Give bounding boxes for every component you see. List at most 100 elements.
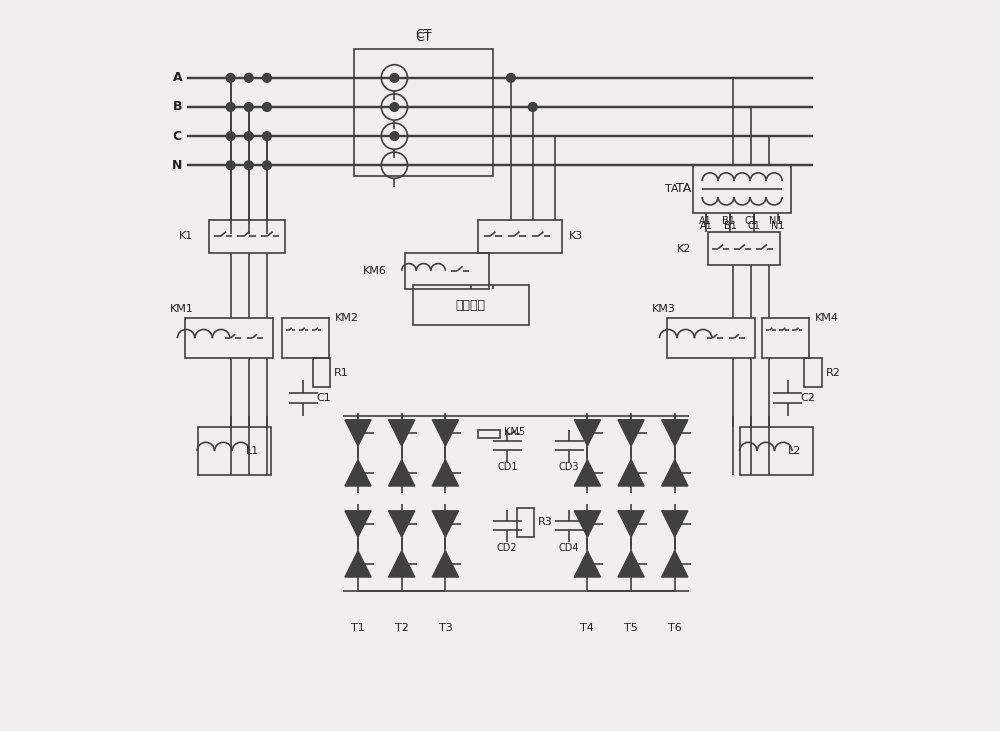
Text: CD4: CD4 xyxy=(559,542,579,553)
Text: T3: T3 xyxy=(439,623,452,632)
Text: K2: K2 xyxy=(677,243,692,254)
Text: KM3: KM3 xyxy=(652,304,676,314)
Text: T5: T5 xyxy=(624,623,638,632)
Circle shape xyxy=(226,102,235,111)
Text: KM6: KM6 xyxy=(363,266,387,276)
Bar xyxy=(693,165,791,213)
Text: T1: T1 xyxy=(351,623,365,632)
Polygon shape xyxy=(345,420,371,446)
Circle shape xyxy=(528,102,537,111)
Text: N: N xyxy=(172,159,183,172)
Text: B: B xyxy=(173,100,182,113)
Polygon shape xyxy=(432,420,458,446)
Polygon shape xyxy=(662,511,688,537)
Text: CD2: CD2 xyxy=(497,542,518,553)
Circle shape xyxy=(244,74,253,82)
Bar xyxy=(667,318,755,358)
Bar xyxy=(185,318,273,358)
Circle shape xyxy=(263,161,271,170)
Circle shape xyxy=(390,102,399,111)
Polygon shape xyxy=(662,460,688,486)
Text: N1: N1 xyxy=(771,221,785,231)
Circle shape xyxy=(263,132,271,140)
Text: A1: A1 xyxy=(700,221,712,231)
Polygon shape xyxy=(432,551,458,577)
Text: KM1: KM1 xyxy=(170,304,194,314)
Bar xyxy=(762,318,809,358)
Circle shape xyxy=(244,102,253,111)
Polygon shape xyxy=(432,460,458,486)
Text: K1: K1 xyxy=(178,231,193,241)
Polygon shape xyxy=(618,511,644,537)
Circle shape xyxy=(244,161,253,170)
Text: R1: R1 xyxy=(334,368,349,378)
Text: T2: T2 xyxy=(395,623,409,632)
Bar xyxy=(478,220,562,253)
Polygon shape xyxy=(345,551,371,577)
Bar xyxy=(209,220,285,253)
Circle shape xyxy=(226,161,235,170)
Text: C1: C1 xyxy=(748,221,761,231)
Polygon shape xyxy=(574,420,600,446)
Text: CD3: CD3 xyxy=(559,463,579,472)
Bar xyxy=(405,253,489,289)
Text: L2: L2 xyxy=(788,446,802,456)
Circle shape xyxy=(226,74,235,82)
Text: CD1: CD1 xyxy=(497,463,518,472)
Text: C2: C2 xyxy=(800,393,815,404)
Polygon shape xyxy=(574,460,600,486)
Polygon shape xyxy=(662,551,688,577)
Text: KM2: KM2 xyxy=(335,313,359,323)
Text: TA: TA xyxy=(665,184,678,194)
Text: R2: R2 xyxy=(826,368,840,378)
Bar xyxy=(517,507,534,537)
Polygon shape xyxy=(574,551,600,577)
Circle shape xyxy=(244,132,253,140)
Text: B1: B1 xyxy=(724,221,737,231)
Circle shape xyxy=(507,74,515,82)
Text: B1: B1 xyxy=(722,216,735,227)
Polygon shape xyxy=(618,460,644,486)
Polygon shape xyxy=(662,420,688,446)
Circle shape xyxy=(263,102,271,111)
Text: A: A xyxy=(173,72,182,84)
Bar xyxy=(478,430,500,439)
Text: CT: CT xyxy=(415,31,432,45)
Text: C1: C1 xyxy=(745,216,758,227)
Text: KM5: KM5 xyxy=(504,428,525,437)
Text: N1: N1 xyxy=(769,216,782,227)
Text: TA: TA xyxy=(676,182,691,195)
Polygon shape xyxy=(345,511,371,537)
Polygon shape xyxy=(574,511,600,537)
Text: CT: CT xyxy=(415,28,432,41)
Circle shape xyxy=(390,74,399,82)
Polygon shape xyxy=(618,551,644,577)
Bar xyxy=(413,285,529,325)
Text: A1: A1 xyxy=(699,216,712,227)
Bar xyxy=(198,428,271,474)
Circle shape xyxy=(390,132,399,140)
Text: 待测设备: 待测设备 xyxy=(456,299,486,312)
Text: KM4: KM4 xyxy=(815,313,839,323)
Text: C: C xyxy=(173,129,182,143)
Bar xyxy=(708,232,780,265)
Polygon shape xyxy=(345,460,371,486)
Polygon shape xyxy=(389,551,415,577)
Text: C1: C1 xyxy=(316,393,331,404)
Text: L1: L1 xyxy=(246,446,259,456)
Bar xyxy=(313,358,330,387)
Text: T4: T4 xyxy=(580,623,594,632)
Circle shape xyxy=(226,132,235,140)
Text: T6: T6 xyxy=(668,623,682,632)
Polygon shape xyxy=(618,420,644,446)
Text: K3: K3 xyxy=(569,231,583,241)
Polygon shape xyxy=(389,511,415,537)
Text: R3: R3 xyxy=(538,517,553,527)
Polygon shape xyxy=(432,511,458,537)
Circle shape xyxy=(263,74,271,82)
Bar xyxy=(354,49,493,176)
Polygon shape xyxy=(389,420,415,446)
Bar xyxy=(804,358,822,387)
Bar xyxy=(740,428,813,474)
Bar xyxy=(282,318,329,358)
